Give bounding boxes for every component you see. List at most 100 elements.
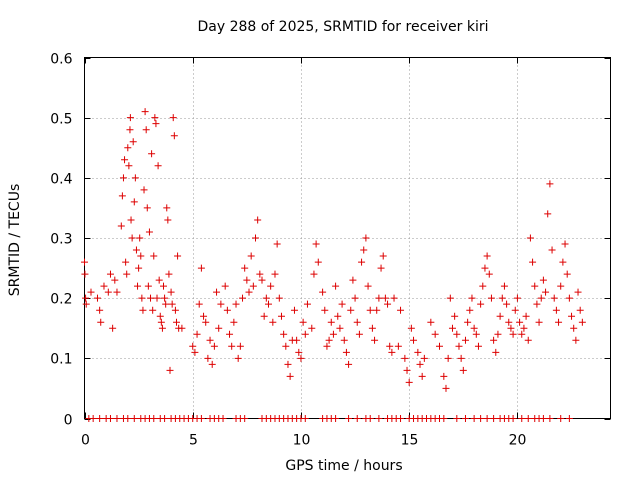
data-point bbox=[130, 198, 138, 206]
data-point bbox=[172, 318, 180, 326]
x-tick-label: 10 bbox=[293, 433, 311, 449]
data-point bbox=[410, 336, 418, 344]
data-point bbox=[134, 282, 142, 290]
data-point bbox=[457, 354, 465, 362]
data-point bbox=[552, 306, 560, 314]
data-point bbox=[572, 336, 580, 344]
data-point bbox=[234, 354, 242, 362]
data-point bbox=[470, 415, 478, 422]
data-point bbox=[269, 318, 277, 326]
data-point bbox=[546, 180, 554, 188]
y-tick-label: 0.4 bbox=[50, 172, 72, 188]
data-point bbox=[340, 336, 348, 344]
data-point bbox=[106, 415, 114, 422]
data-point bbox=[191, 348, 199, 356]
data-point bbox=[332, 282, 340, 290]
data-point bbox=[487, 294, 495, 302]
data-point bbox=[96, 306, 104, 314]
data-point bbox=[559, 258, 567, 266]
data-point bbox=[550, 294, 558, 302]
data-point bbox=[171, 306, 179, 314]
data-point bbox=[516, 318, 524, 326]
data-point bbox=[483, 252, 491, 260]
data-point bbox=[414, 348, 422, 356]
data-point bbox=[507, 324, 515, 332]
data-point bbox=[479, 282, 487, 290]
data-point bbox=[150, 415, 158, 422]
data-point bbox=[125, 162, 133, 170]
y-tick-label: 0.5 bbox=[50, 112, 72, 128]
data-point bbox=[416, 360, 424, 368]
data-point bbox=[394, 342, 402, 350]
data-point bbox=[522, 312, 530, 320]
data-point bbox=[327, 318, 335, 326]
data-point bbox=[496, 312, 504, 320]
data-point bbox=[578, 318, 586, 326]
data-point bbox=[297, 354, 305, 362]
data-point bbox=[165, 270, 173, 278]
data-point bbox=[466, 306, 474, 314]
data-point bbox=[193, 330, 201, 338]
data-point bbox=[518, 330, 526, 338]
data-point bbox=[355, 330, 363, 338]
data-point bbox=[124, 144, 132, 152]
data-point bbox=[106, 270, 114, 278]
data-point bbox=[150, 252, 158, 260]
data-point bbox=[162, 300, 170, 308]
data-point bbox=[169, 114, 177, 122]
data-point bbox=[351, 294, 359, 302]
data-point bbox=[435, 342, 443, 350]
data-point bbox=[142, 126, 150, 134]
data-point bbox=[200, 312, 208, 320]
data-point bbox=[293, 336, 301, 344]
data-point bbox=[470, 324, 478, 332]
data-point bbox=[208, 360, 216, 368]
data-point bbox=[132, 246, 140, 254]
data-point bbox=[442, 384, 450, 392]
data-point bbox=[503, 300, 511, 308]
data-point bbox=[271, 270, 279, 278]
data-point bbox=[336, 324, 344, 332]
data-point bbox=[136, 234, 144, 242]
data-point bbox=[334, 312, 342, 320]
data-point bbox=[561, 240, 569, 248]
data-point bbox=[405, 378, 413, 386]
data-point bbox=[178, 324, 186, 332]
data-point bbox=[418, 372, 426, 380]
data-point bbox=[319, 288, 327, 296]
data-point bbox=[157, 318, 165, 326]
data-point bbox=[358, 258, 366, 266]
x-tick-label: 5 bbox=[189, 433, 198, 449]
data-point bbox=[161, 415, 169, 422]
data-point bbox=[299, 318, 307, 326]
data-point bbox=[301, 330, 309, 338]
data-point bbox=[226, 330, 234, 338]
data-point bbox=[126, 126, 134, 134]
data-point bbox=[96, 415, 104, 422]
data-point bbox=[170, 132, 178, 140]
data-point bbox=[81, 258, 88, 266]
data-point bbox=[197, 264, 205, 272]
data-point bbox=[161, 294, 169, 302]
data-point bbox=[574, 288, 582, 296]
data-point bbox=[228, 342, 236, 350]
data-point bbox=[130, 415, 138, 422]
data-point bbox=[139, 306, 147, 314]
data-point bbox=[362, 234, 370, 242]
data-point bbox=[490, 336, 498, 344]
data-point bbox=[440, 372, 448, 380]
x-tick-label: 0 bbox=[81, 433, 90, 449]
data-point bbox=[113, 415, 121, 422]
data-point bbox=[448, 324, 456, 332]
data-point bbox=[459, 366, 467, 374]
data-point bbox=[213, 288, 221, 296]
data-point bbox=[379, 252, 387, 260]
data-point bbox=[126, 114, 134, 122]
data-point bbox=[401, 354, 409, 362]
data-point bbox=[264, 300, 272, 308]
x-tick-label: 15 bbox=[401, 433, 419, 449]
data-point bbox=[565, 294, 573, 302]
data-point bbox=[494, 330, 502, 338]
data-point bbox=[353, 415, 361, 422]
